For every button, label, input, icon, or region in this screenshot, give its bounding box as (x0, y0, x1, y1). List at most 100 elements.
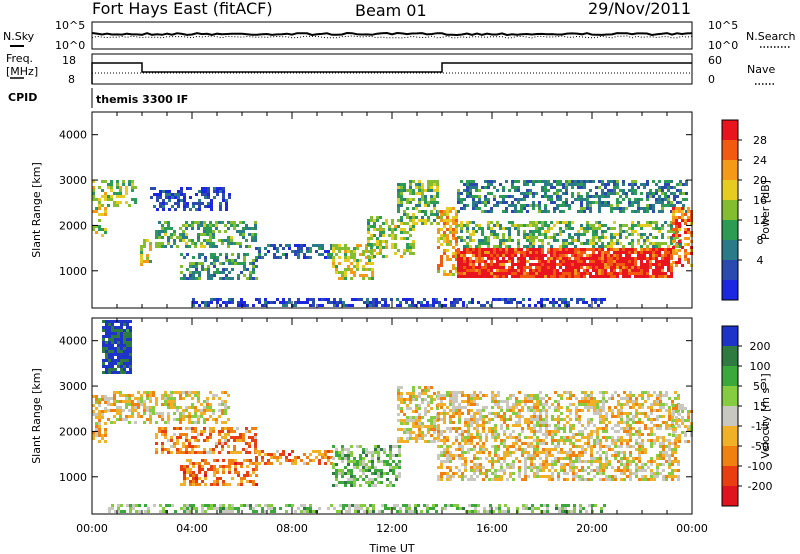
heatmap-cell-r15 (543, 298, 546, 301)
heatmap-cell-r8 (554, 445, 557, 448)
heatmap-cell-r8 (587, 421, 590, 424)
heatmap-cell-r13 (526, 183, 529, 186)
heatmap-cell-r0 (101, 204, 104, 207)
heatmap-cell-r1 (102, 347, 105, 350)
heatmap-cell-r12 (604, 245, 607, 248)
heatmap-cell-r11 (475, 251, 478, 254)
heatmap-cell-r2 (215, 421, 218, 424)
heatmap-cell-r6 (347, 478, 350, 481)
heatmap-cell-r1 (111, 371, 114, 374)
heatmap-cell-r7 (338, 262, 341, 265)
heatmap-cell-r3 (176, 439, 179, 442)
heatmap-cell-r8 (497, 415, 500, 418)
heatmap-cell-r0 (98, 401, 101, 404)
heatmap-cell-r7 (362, 277, 365, 280)
heatmap-cell-r4 (245, 224, 248, 227)
heatmap-cell-r8 (406, 237, 409, 240)
heatmap-cell-r4 (161, 245, 164, 248)
heatmap-cell-r11 (565, 257, 568, 260)
heatmap-cell-r8 (587, 445, 590, 448)
heatmap-cell-r4 (192, 474, 195, 477)
heatmap-cell-r12 (502, 242, 505, 245)
heatmap-cell-r8 (518, 460, 521, 463)
heatmap-cell-r15 (294, 301, 297, 304)
heatmap-cell-r11 (622, 251, 625, 254)
heatmap-cell-r10 (446, 258, 449, 261)
heatmap-cell-r14 (675, 249, 678, 252)
heatmap-cell-r15 (306, 298, 309, 301)
heatmap-cell-r12 (547, 236, 550, 239)
heatmap-cell-r11 (484, 248, 487, 251)
heatmap-cell-r1 (111, 329, 114, 332)
heatmap-cell-r2 (212, 394, 215, 397)
heatmap-cell-r6 (288, 244, 291, 247)
heatmap-cell-r3 (218, 439, 221, 442)
heatmap-cell-r8 (545, 415, 548, 418)
heatmap-cell-r4 (227, 236, 230, 239)
heatmap-cell-r11 (625, 257, 628, 260)
heatmap-cell-r2 (176, 406, 179, 409)
heatmap-cell-r15 (276, 298, 279, 301)
heatmap-cell-r1 (120, 338, 123, 341)
heatmap-cell-r2 (128, 400, 131, 403)
heatmap-cell-r11 (625, 272, 628, 275)
heatmap-cell-r8 (569, 451, 572, 454)
heatmap-cell-r8 (476, 412, 479, 415)
heatmap-cell-r11 (553, 251, 556, 254)
heatmap-cell-r11 (613, 257, 616, 260)
ytick-label: 2000 (59, 219, 87, 232)
heatmap-cell-r13 (664, 195, 667, 198)
heatmap-cell-r12 (598, 221, 601, 224)
heatmap-cell-r8 (382, 234, 385, 237)
heatmap-cell-r13 (511, 204, 514, 207)
heatmap-cell-r4 (182, 236, 185, 239)
heatmap-cell-r6 (359, 469, 362, 472)
heatmap-cell-r11 (607, 263, 610, 266)
heatmap-cell-r3 (233, 430, 236, 433)
heatmap-cell-r15 (261, 304, 264, 307)
heatmap-cell-r13 (673, 204, 676, 207)
heatmap-cell-r8 (461, 445, 464, 448)
heatmap-cell-r4 (218, 230, 221, 233)
heatmap-cell-r5 (249, 271, 252, 274)
heatmap-cell-r8 (437, 394, 440, 397)
heatmap-cell-r8 (367, 231, 370, 234)
heatmap-cell-r12 (466, 227, 469, 230)
heatmap-cell-r2 (203, 409, 206, 412)
heatmap-cell-r8 (602, 391, 605, 394)
heatmap-cell-r9 (409, 192, 412, 195)
heatmap-cell-r12 (490, 221, 493, 224)
heatmap-cell-r3 (245, 442, 248, 445)
heatmap-cell-r8 (452, 472, 455, 475)
heatmap-cell-r5 (201, 262, 204, 265)
heatmap-cell-r9 (415, 192, 418, 195)
heatmap-cell-r7 (421, 437, 424, 440)
heatmap-cell-r11 (601, 260, 604, 263)
heatmap-cell-r7 (400, 395, 403, 398)
heatmap-cell-r10 (437, 246, 440, 249)
heatmap-cell-r13 (646, 207, 649, 210)
heatmap-cell-r2 (152, 409, 155, 412)
heatmap-cell-r11 (643, 257, 646, 260)
heatmap-cell-r11 (604, 272, 607, 275)
heatmap-cell-r8 (400, 255, 403, 258)
heatmap-cell-r8 (533, 448, 536, 451)
heatmap-cell-r8 (506, 463, 509, 466)
heatmap-cell-r11 (475, 275, 478, 278)
heatmap-cell-r9 (433, 201, 436, 204)
heatmap-cell-r11 (583, 248, 586, 251)
heatmap-cell-r2 (167, 403, 170, 406)
heatmap-cell-r11 (598, 263, 601, 266)
heatmap-cell-r9 (397, 195, 400, 198)
heatmap-cell-r6 (338, 457, 341, 460)
heatmap-cell-r11 (535, 266, 538, 269)
heatmap-cell-r15 (342, 304, 345, 307)
heatmap-cell-r8 (599, 400, 602, 403)
heatmap-cell-r11 (583, 269, 586, 272)
heatmap-cell-r13 (550, 186, 553, 189)
heatmap-cell-r14 (675, 234, 678, 237)
heatmap-cell-r11 (511, 251, 514, 254)
heatmap-cell-r8 (467, 448, 470, 451)
heatmap-cell-r8 (518, 475, 521, 478)
heatmap-cell-r4 (228, 459, 231, 462)
